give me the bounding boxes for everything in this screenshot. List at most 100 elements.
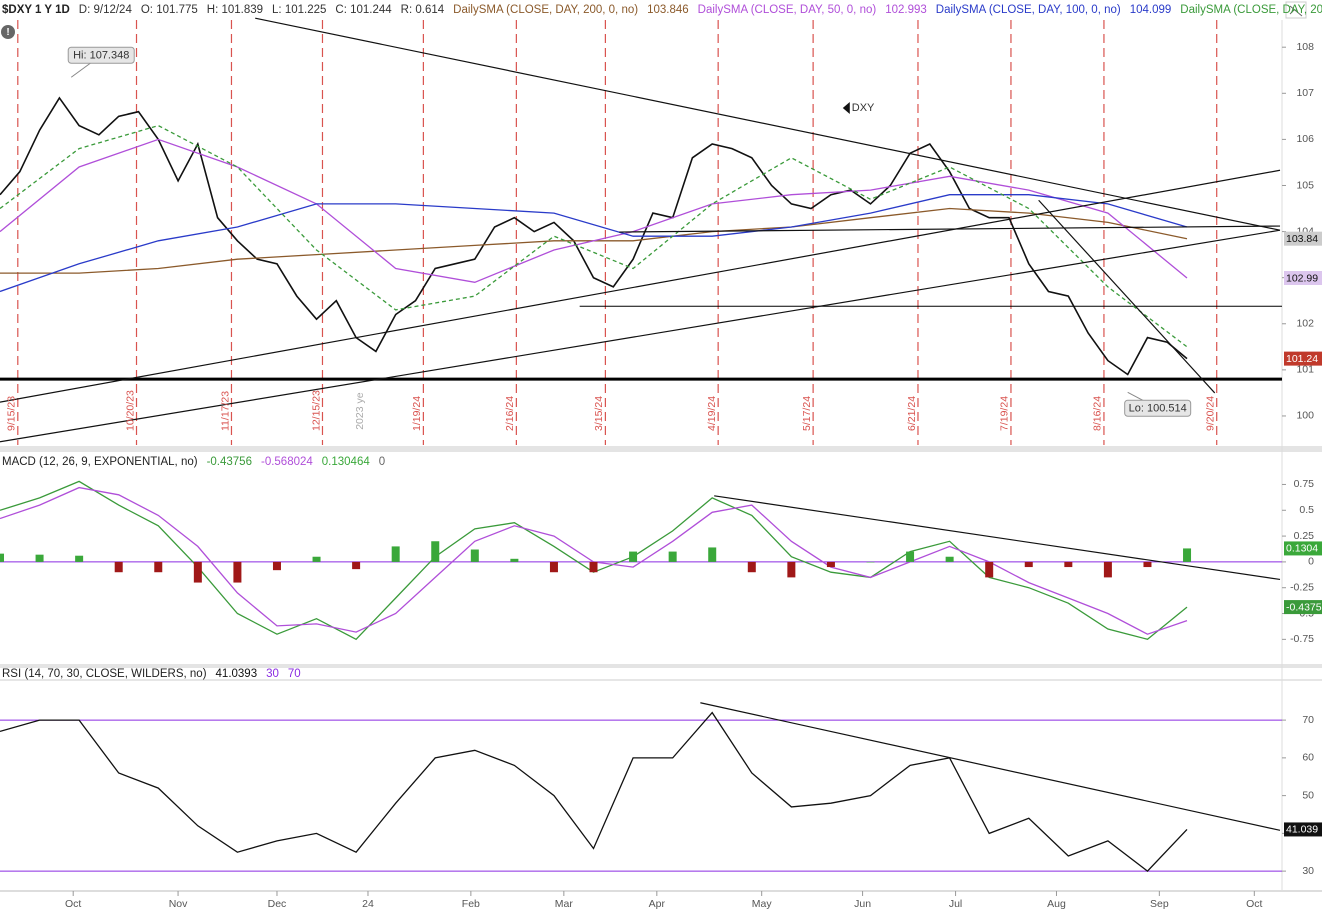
last-value: -0.568024 bbox=[261, 456, 313, 468]
legend-entry: DailySMA (CLOSE, DAY, 20, bbox=[1180, 4, 1322, 16]
event-label: 9/20/24 bbox=[1204, 396, 1216, 431]
y-tick-label: 30 bbox=[1302, 865, 1314, 877]
histogram-bar bbox=[549, 561, 558, 573]
panel-header: RSI (14, 70, 30, CLOSE, WILDERS, no) 41.0… bbox=[2, 668, 301, 680]
histogram-bar bbox=[272, 561, 281, 571]
annotation-box bbox=[67, 46, 135, 64]
plot-area bbox=[0, 702, 1282, 872]
histogram-bar bbox=[154, 561, 163, 573]
x-tick-label: Dec bbox=[268, 898, 287, 910]
panel-divider bbox=[0, 446, 1322, 452]
last-value: 104.099 bbox=[1130, 4, 1172, 16]
x-tick-label: Apr bbox=[649, 898, 666, 910]
price-tag bbox=[1284, 600, 1322, 615]
quote-value: O: 101.775 bbox=[141, 4, 198, 16]
legend-entry: DailySMA (CLOSE, DAY, 200, 0, no) bbox=[453, 4, 638, 16]
alert-icon[interactable] bbox=[1, 25, 15, 39]
price-tag-label: -0.4375 bbox=[1286, 601, 1322, 613]
histogram-bar bbox=[35, 554, 44, 562]
histogram-bar bbox=[708, 547, 717, 562]
trend-line bbox=[0, 169, 1281, 403]
histogram-bar bbox=[668, 551, 677, 562]
event-label: 2/16/24 bbox=[504, 396, 516, 431]
event-label: 11/17/23 bbox=[219, 391, 231, 431]
x-tick-label: May bbox=[752, 898, 773, 910]
last-value: 0.130464 bbox=[322, 456, 371, 468]
quote-value: H: 101.839 bbox=[207, 4, 263, 16]
y-tick-label: -0.75 bbox=[1290, 633, 1314, 645]
y-tick-label: 102 bbox=[1296, 318, 1314, 330]
quote-value: R: 0.614 bbox=[401, 4, 445, 16]
chart-title: $DXY 1 Y 1D bbox=[2, 4, 70, 16]
x-tick-label: Oct bbox=[65, 898, 81, 910]
x-tick-label: Sep bbox=[1150, 898, 1169, 910]
y-tick-label: 0.25 bbox=[1294, 530, 1315, 542]
y-tick-label: 0 bbox=[1308, 556, 1314, 568]
x-tick-label: Oct bbox=[1246, 898, 1262, 910]
y-tick-label: 106 bbox=[1296, 133, 1314, 145]
y-tick-label: 0.5 bbox=[1299, 504, 1314, 516]
trend-line bbox=[700, 702, 1281, 831]
series-line bbox=[0, 96, 1188, 376]
x-tick-label: Feb bbox=[462, 898, 480, 910]
histogram-bar bbox=[1143, 561, 1152, 568]
quote-value: D: 9/12/24 bbox=[79, 4, 133, 16]
last-value: 103.846 bbox=[647, 4, 689, 16]
event-label: 1/19/24 bbox=[411, 396, 423, 431]
trend-line bbox=[619, 225, 1281, 233]
settings-button[interactable] bbox=[1285, 1, 1307, 19]
panel-divider bbox=[0, 664, 1322, 668]
last-value: 102.993 bbox=[885, 4, 927, 16]
trend-line bbox=[1038, 199, 1216, 394]
series-line bbox=[0, 486, 1188, 635]
price-tag bbox=[1284, 351, 1322, 366]
x-tick-label: 24 bbox=[362, 898, 374, 910]
histogram-bar bbox=[747, 561, 756, 573]
x-tick-label: Nov bbox=[169, 898, 188, 910]
price-tag bbox=[1284, 822, 1322, 837]
x-tick-label: Jun bbox=[854, 898, 871, 910]
histogram-bar bbox=[312, 556, 321, 562]
legend-entry: DailySMA (CLOSE, DAY, 50, 0, no) bbox=[698, 4, 877, 16]
histogram-bar bbox=[787, 561, 796, 578]
x-tick-label: Aug bbox=[1047, 898, 1066, 910]
plot-area bbox=[0, 17, 1282, 445]
histogram-bar bbox=[114, 561, 123, 573]
annotation-marker bbox=[842, 102, 850, 115]
histogram-bar bbox=[1103, 561, 1112, 578]
histogram-bar bbox=[589, 561, 598, 573]
annotation-box bbox=[1124, 399, 1192, 417]
x-tick-label: Jul bbox=[949, 898, 962, 910]
panel: MACD (12, 26, 9, EXPONENTIAL, no) -0.4375… bbox=[0, 456, 1322, 645]
histogram-bar bbox=[431, 541, 440, 562]
price-tag-label: 103.84 bbox=[1286, 233, 1318, 245]
price-tag-label: 41.039 bbox=[1286, 824, 1318, 836]
event-label: 6/21/24 bbox=[906, 396, 918, 431]
baseline-value: 0 bbox=[379, 456, 385, 468]
chart-title: MACD (12, 26, 9, EXPONENTIAL, no) bbox=[2, 456, 198, 468]
event-label: 9/15/23 bbox=[6, 396, 18, 431]
histogram-bar bbox=[826, 561, 835, 568]
annotation-label: 2023 ye bbox=[354, 392, 366, 430]
annotation-label: Lo: 100.514 bbox=[1129, 403, 1187, 415]
event-label: 3/15/24 bbox=[593, 396, 605, 431]
y-tick-label: -0.25 bbox=[1290, 581, 1314, 593]
panel: RSI (14, 70, 30, CLOSE, WILDERS, no) 41.0… bbox=[0, 668, 1322, 910]
histogram-bar bbox=[945, 556, 954, 562]
y-tick-label: 107 bbox=[1296, 87, 1314, 99]
trend-line bbox=[255, 17, 1281, 231]
y-tick-label: 100 bbox=[1296, 410, 1314, 422]
quote-value: L: 101.225 bbox=[272, 4, 326, 16]
histogram-bar bbox=[1183, 548, 1192, 562]
histogram-bar bbox=[193, 561, 202, 583]
price-tag-label: 101.24 bbox=[1286, 353, 1318, 365]
price-tag-label: 0.1304 bbox=[1286, 543, 1318, 555]
trend-line bbox=[0, 229, 1281, 443]
price-tag bbox=[1284, 541, 1322, 556]
annotation-label: Hi: 107.348 bbox=[73, 50, 129, 62]
trend-line bbox=[714, 495, 1281, 581]
event-label: 4/19/24 bbox=[706, 396, 718, 431]
y-tick-label: 105 bbox=[1296, 179, 1314, 191]
annotation-label: DXY bbox=[852, 102, 875, 114]
